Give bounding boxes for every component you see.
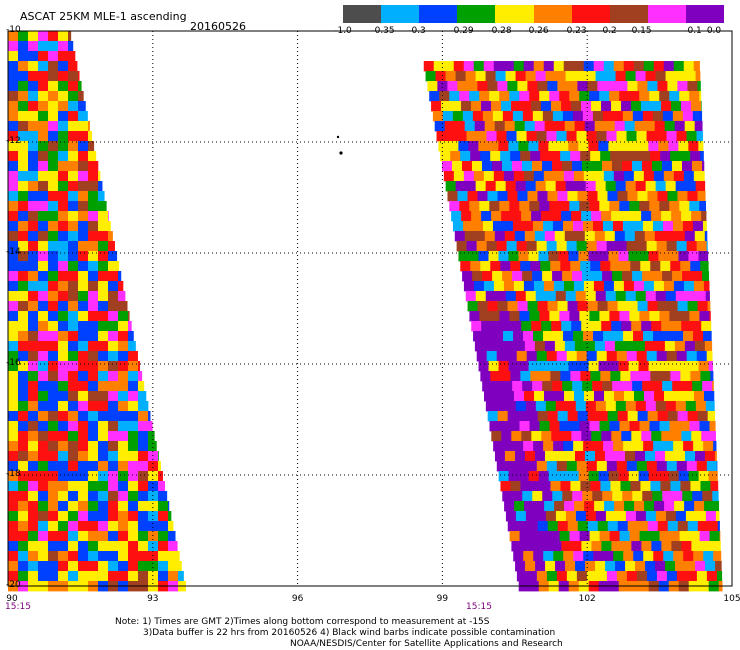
footnote-line-3: NOAA/NESDIS/Center for Satellite Applica…: [290, 639, 563, 649]
y-tick-label: -12: [6, 136, 21, 146]
x-tick-label: 90: [6, 594, 18, 604]
colorbar-segment: [381, 5, 420, 23]
data-swath: [8, 31, 186, 592]
island-mark: [336, 135, 340, 139]
colorbar-segment: [685, 5, 725, 23]
colorbar-label: -0.3: [408, 26, 426, 36]
colorbar-segment: [533, 5, 573, 23]
colorbar: [343, 5, 725, 23]
footnote-line-2: 3)Data buffer is 22 hrs from 20160526 4)…: [143, 628, 556, 638]
y-tick-label: -18: [6, 469, 21, 479]
x-tick-label: 93: [147, 594, 159, 604]
colorbar-segment: [457, 5, 496, 23]
y-tick-label: -16: [6, 358, 21, 368]
colorbar-segment: [647, 5, 687, 23]
x-tick-label: 96: [291, 594, 304, 604]
x-tick-label: 99: [436, 594, 449, 604]
colorbar-segment: [343, 5, 382, 23]
colorbar-label: -0.29: [450, 26, 474, 36]
colorbar-label: 0.0: [706, 26, 722, 36]
colorbar-label: -0.15: [628, 26, 652, 36]
footnote-line-1: Note: 1) Times are GMT 2)Times along bot…: [115, 617, 490, 627]
colorbar-label: -0.2: [599, 26, 617, 36]
colorbar-label: -0.26: [525, 26, 549, 36]
map-date: 20160526: [190, 20, 246, 33]
y-tick-label: -20: [6, 580, 21, 590]
colorbar-label: -0.23: [563, 26, 587, 36]
colorbar-segment: [609, 5, 649, 23]
y-tick-label: -14: [6, 247, 21, 257]
x-tick-label: 105: [723, 594, 740, 604]
island-mark: [339, 151, 343, 155]
colorbar-segment: [419, 5, 458, 23]
colorbar-label: -0.28: [488, 26, 512, 36]
map-title: ASCAT 25KM MLE-1 ascending: [20, 10, 187, 23]
colorbar-label: -0.35: [371, 26, 395, 36]
colorbar-label: -1.0: [334, 26, 352, 36]
plot-frame: [7, 30, 733, 587]
swath-time-label: 15:15: [5, 602, 31, 612]
x-tick-label: 102: [578, 594, 596, 604]
colorbar-label: -0.1: [684, 26, 702, 36]
y-tick-label: -10: [6, 25, 21, 35]
swath-time-label: 15:15: [466, 602, 492, 612]
colorbar-segment: [495, 5, 534, 23]
colorbar-segment: [571, 5, 611, 23]
data-swath: [423, 61, 723, 592]
